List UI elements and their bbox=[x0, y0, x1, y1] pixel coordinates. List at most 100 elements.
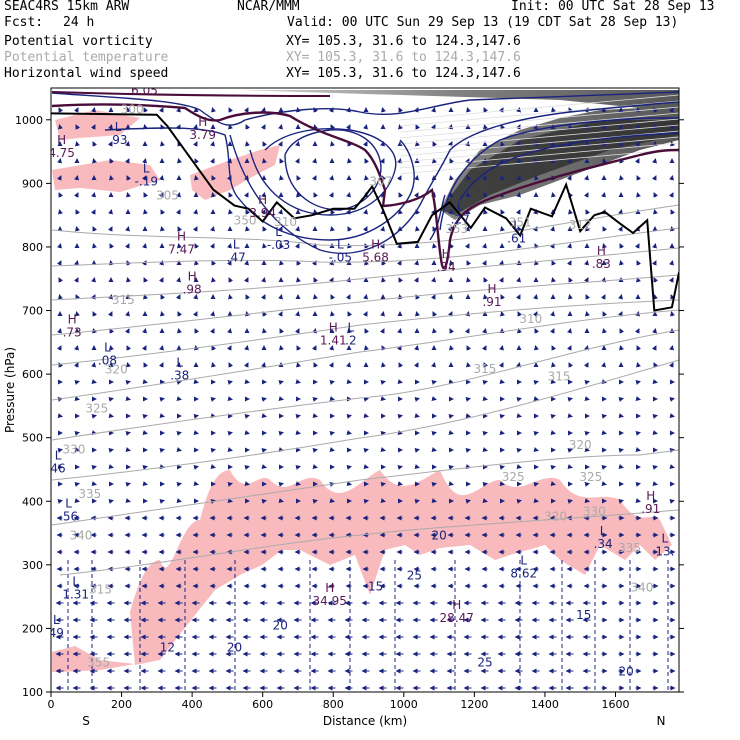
wind-vector bbox=[328, 192, 334, 198]
extremum-value: 3.94 bbox=[249, 206, 276, 220]
wind-vector bbox=[92, 158, 97, 164]
wind-vector bbox=[193, 379, 199, 384]
wind-contour-2 bbox=[229, 101, 679, 254]
wind-vector bbox=[141, 175, 147, 181]
wind-vector bbox=[500, 294, 506, 300]
wind-vector bbox=[652, 328, 657, 334]
wind-vector bbox=[261, 499, 267, 504]
extremum-type: L bbox=[600, 524, 607, 538]
wind-vector bbox=[243, 362, 249, 368]
wind-vector bbox=[329, 396, 335, 401]
extremum-value: .93 bbox=[108, 133, 127, 147]
wind-vector bbox=[517, 311, 523, 317]
wind-vector bbox=[142, 465, 148, 470]
wind-vector bbox=[585, 209, 591, 215]
wind-vector bbox=[653, 294, 658, 300]
wind-vector bbox=[211, 345, 217, 351]
wind-vector bbox=[568, 124, 573, 130]
wind-vector bbox=[58, 107, 64, 113]
wind-vector bbox=[380, 380, 386, 385]
wind-vector bbox=[499, 175, 504, 181]
x-tick-label: 600 bbox=[252, 698, 273, 711]
wind-vector bbox=[227, 328, 232, 334]
wind-vector bbox=[499, 465, 505, 470]
wind-vector bbox=[415, 226, 420, 232]
wind-vector bbox=[211, 260, 217, 266]
extremum-type: H bbox=[646, 489, 655, 503]
wind-vector bbox=[466, 107, 471, 113]
wind-vector bbox=[481, 345, 487, 351]
wind-vector bbox=[533, 447, 539, 452]
x-tick-label: 1200 bbox=[460, 698, 488, 711]
wind-vector bbox=[158, 362, 164, 368]
wind-vector bbox=[413, 192, 419, 198]
wind-vector bbox=[482, 447, 488, 452]
wind-vector bbox=[124, 243, 130, 249]
wind-vector bbox=[584, 175, 589, 181]
x-tick-label: 800 bbox=[323, 698, 344, 711]
wind-vector bbox=[498, 362, 504, 368]
wind-vector bbox=[499, 260, 504, 266]
extremum-value: .73 bbox=[63, 326, 82, 340]
wind-vector bbox=[431, 396, 437, 401]
wind-vector bbox=[142, 158, 147, 164]
extremum-value: 13. bbox=[655, 544, 674, 558]
wind-vector bbox=[568, 294, 573, 300]
extremum-value: 4.75 bbox=[48, 146, 75, 160]
wind-vector bbox=[260, 124, 266, 130]
wind-vector bbox=[278, 482, 284, 487]
wind-vector bbox=[415, 311, 420, 317]
extremum-value: 6.05 bbox=[131, 83, 158, 97]
wind-vector bbox=[75, 311, 80, 317]
wind-vector bbox=[109, 345, 114, 351]
x-tick-label: 200 bbox=[111, 698, 132, 711]
wind-vector bbox=[516, 362, 521, 368]
wind-vector bbox=[515, 209, 521, 215]
theta-label: 300 bbox=[121, 102, 144, 116]
wind-vector bbox=[601, 362, 606, 368]
wind-vector bbox=[278, 380, 284, 385]
extremum-type: H bbox=[442, 247, 451, 261]
wind-vector bbox=[381, 107, 386, 113]
wind-vector bbox=[244, 465, 250, 470]
wind-vector bbox=[550, 414, 556, 419]
wind-vector bbox=[159, 499, 165, 504]
wind-vector bbox=[57, 158, 62, 164]
wind-vector bbox=[652, 158, 657, 164]
wind-vector bbox=[194, 158, 200, 164]
wind-vector bbox=[636, 345, 642, 351]
wind-vector bbox=[482, 482, 488, 487]
wind-vector bbox=[296, 345, 302, 351]
theta-contour-1 bbox=[51, 227, 679, 267]
wind-vector bbox=[193, 481, 199, 486]
wind-vector bbox=[125, 141, 130, 147]
theta-stratosphere-3 bbox=[399, 112, 679, 139]
field-xy-wind: XY= 105.3, 31.6 to 124.3,147.6 bbox=[286, 66, 521, 81]
wind-label: 12 bbox=[160, 640, 175, 654]
wind-vector bbox=[75, 124, 81, 130]
theta-label: 325 bbox=[579, 470, 602, 484]
wind-vector bbox=[124, 328, 130, 334]
extremum-type: H bbox=[177, 229, 186, 243]
wind-vector bbox=[227, 380, 233, 385]
wind-vector bbox=[449, 345, 454, 351]
wind-contour-1 bbox=[104, 127, 415, 241]
wind-vector bbox=[397, 379, 403, 384]
wind-vector bbox=[245, 141, 250, 147]
wind-vector bbox=[108, 124, 113, 130]
wind-vector bbox=[90, 294, 96, 300]
wind-vector bbox=[329, 431, 335, 436]
wind-vector bbox=[75, 209, 81, 215]
wind-vector bbox=[330, 226, 335, 232]
wind-vector bbox=[669, 413, 675, 418]
wind-vector bbox=[533, 431, 539, 436]
wind-vector bbox=[141, 345, 147, 351]
extremum-type: H bbox=[140, 70, 149, 84]
wind-vector bbox=[398, 107, 404, 113]
wind-vector bbox=[330, 141, 335, 147]
pv-fill-0 bbox=[55, 110, 140, 140]
wind-vector bbox=[381, 362, 386, 368]
wind-vector bbox=[464, 328, 470, 334]
wind-vector bbox=[158, 107, 164, 113]
x-tick-label: 0 bbox=[48, 698, 55, 711]
